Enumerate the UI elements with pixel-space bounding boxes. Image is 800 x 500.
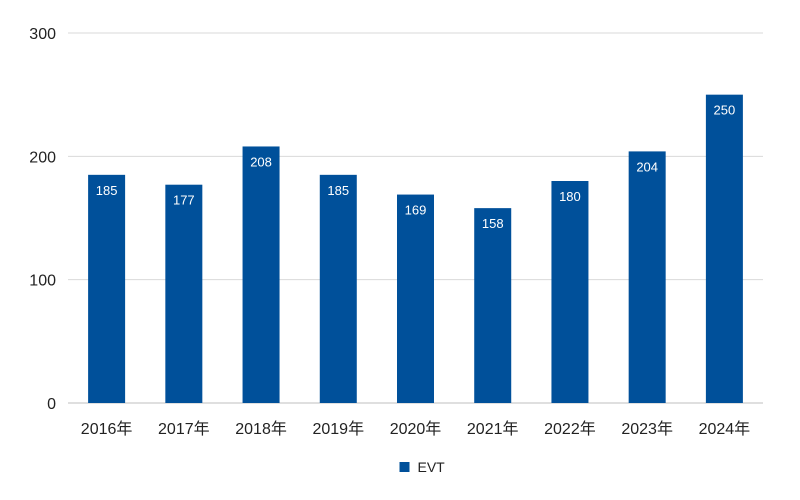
data-label: 185 [96,183,118,198]
x-tick-label: 2017年 [158,420,210,438]
data-label: 204 [636,159,658,174]
y-tick-label: 200 [29,149,56,166]
data-label: 185 [327,183,349,198]
x-tick-label: 2016年 [81,420,133,438]
bar-2018年 [242,146,280,403]
bar-2017年 [165,184,203,403]
legend: EVT [399,459,446,475]
x-tick-label: 2023年 [621,420,673,438]
bar-2016年 [88,174,126,403]
bar-2020年 [397,194,434,403]
x-axis-ticks: 2016年 2017年 2018年 2019年 2020年 2021年 2022年 2023年… [81,420,750,438]
y-tick-label: 300 [29,26,56,43]
data-label: 208 [250,154,272,169]
x-tick-label: 2018年 [235,420,287,438]
x-tick-label: 2022年 [544,420,596,438]
x-tick-label: 2020年 [390,420,442,438]
data-label: 158 [482,216,504,231]
legend-swatch [399,462,410,472]
x-tick-label: 2019年 [312,420,364,438]
bar-2021年 [474,208,512,403]
legend-label: EVT [418,459,446,475]
data-label: 177 [173,193,195,208]
y-tick-label: 0 [47,396,56,413]
x-tick-label: 2024年 [699,420,751,438]
bar-2023年 [628,151,666,403]
data-label: 180 [559,189,581,204]
bars [88,94,743,404]
x-tick-label: 2021年 [467,420,519,438]
data-labels: 185 177 208 185 169 158 180 204 250 [96,103,735,231]
data-label: 250 [714,103,736,118]
y-axis-ticks: 0 100 200 300 [29,26,56,413]
bar-2024年 [705,94,743,404]
y-tick-label: 100 [29,273,56,290]
bar-2019年 [319,174,357,403]
bar-2022年 [551,181,589,403]
data-label: 169 [405,203,427,218]
